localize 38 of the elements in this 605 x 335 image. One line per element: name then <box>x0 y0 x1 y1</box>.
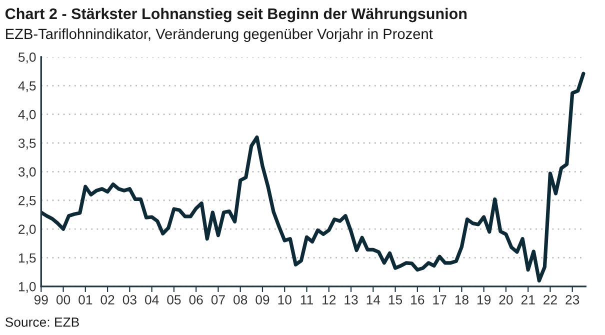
y-tick-label: 4,0 <box>18 110 36 121</box>
x-tick-label: 08 <box>234 295 248 304</box>
chart-title: Chart 2 - Stärkster Lohnanstieg seit Beginn der Währungsunion <box>5 8 467 22</box>
x-tick-label: 00 <box>56 295 70 304</box>
x-tick-label: 21 <box>521 295 535 304</box>
y-tick-label: 1,0 <box>18 282 36 293</box>
x-tick-label: 14 <box>366 295 380 304</box>
x-tick-label: 99 <box>34 295 48 304</box>
x-tick-label: 12 <box>322 295 336 304</box>
line-series <box>41 72 586 282</box>
x-tick-label: 13 <box>344 295 358 304</box>
x-tick-label: 22 <box>544 295 557 304</box>
x-tick-label: 07 <box>211 295 225 304</box>
chart-subtitle: EZB-Tariflohnindikator, Veränderung gegenüber Vorjahr in Prozent <box>6 28 433 42</box>
y-tick-label: 2,5 <box>18 196 36 207</box>
y-tick-label: 4,5 <box>18 81 36 92</box>
x-tick-label: 06 <box>189 295 203 304</box>
x-tick-label: 04 <box>144 295 159 304</box>
y-tick-label: 3,5 <box>18 138 36 150</box>
x-tick-label: 09 <box>256 295 270 304</box>
x-tick-label: 03 <box>122 295 136 304</box>
x-tick-label: 02 <box>100 295 114 304</box>
y-tick-label: 5,0 <box>18 52 36 64</box>
x-tick-label: 20 <box>499 295 513 304</box>
x-tick-label: 18 <box>455 295 468 304</box>
y-tick-label: 2,0 <box>18 224 36 236</box>
x-tick-label: 01 <box>78 295 92 304</box>
x-tick-label: 10 <box>278 295 292 304</box>
source-note: Source: EZB <box>5 317 79 327</box>
x-tick-label: 23 <box>566 295 580 304</box>
x-tick-label: 05 <box>167 295 181 304</box>
x-tick-label: 16 <box>411 295 424 304</box>
y-tick-label: 1,5 <box>18 253 36 264</box>
x-tick-label: 19 <box>477 295 491 304</box>
x-tick-label: 11 <box>300 295 313 304</box>
y-tick-label: 3,0 <box>18 167 36 178</box>
x-tick-label: 15 <box>388 295 402 304</box>
x-tick-label: 17 <box>433 295 446 304</box>
